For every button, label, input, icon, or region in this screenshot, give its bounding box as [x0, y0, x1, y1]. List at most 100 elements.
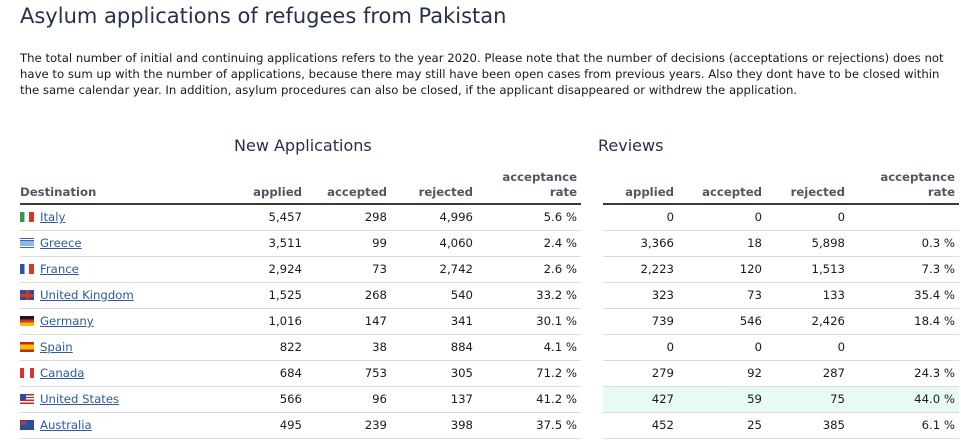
country-link[interactable]: United Kingdom — [40, 288, 134, 302]
spain-flag-icon — [20, 342, 34, 352]
reviews-applied-cell: 279 — [603, 360, 678, 387]
country-link[interactable]: France — [40, 262, 79, 276]
new-rate-cell: 5.6 % — [477, 204, 581, 231]
new-rejected-cell: 4,060 — [391, 230, 477, 257]
new-applied-cell: 2,924 — [216, 256, 306, 283]
reviews-rate-cell: 18.4 % — [849, 308, 959, 335]
table-row: Greece 3,511 99 4,060 2.4 % 3,366 18 5,8… — [20, 230, 959, 257]
new-rejected-cell: 398 — [391, 412, 477, 439]
new-accepted-cell: 298 — [306, 204, 391, 231]
reviews-rejected-cell: 5,898 — [766, 230, 849, 257]
table-row: Italy 5,457 298 4,996 5.6 % 0 0 0 — [20, 204, 959, 231]
reviews-acceptance-rate-header[interactable]: acceptance rate — [849, 170, 959, 205]
table-header-row: Destination applied accepted rejected ac… — [20, 170, 959, 205]
destination-cell: Italy — [20, 204, 216, 231]
united-states-flag-icon — [20, 394, 34, 404]
reviews-applied-cell: 323 — [603, 282, 678, 309]
new-acceptance-rate-header[interactable]: acceptance rate — [477, 170, 581, 205]
destination-header[interactable]: Destination — [20, 170, 216, 205]
reviews-applied-header[interactable]: applied — [603, 170, 678, 205]
new-rejected-cell: 305 — [391, 360, 477, 387]
reviews-applied-cell: 3,366 — [603, 230, 678, 257]
new-rate-cell: 2.4 % — [477, 230, 581, 257]
reviews-accepted-cell: 25 — [678, 412, 766, 439]
reviews-rejected-cell: 133 — [766, 282, 849, 309]
table-row: France 2,924 73 2,742 2.6 % 2,223 120 1,… — [20, 256, 959, 283]
table-row: Spain 822 38 884 4.1 % 0 0 0 — [20, 334, 959, 361]
reviews-accepted-cell: 0 — [678, 334, 766, 361]
new-applications-heading: New Applications — [234, 136, 372, 155]
country-link[interactable]: Spain — [40, 340, 73, 354]
reviews-accepted-header[interactable]: accepted — [678, 170, 766, 205]
new-applied-cell: 3,511 — [216, 230, 306, 257]
reviews-rejected-cell: 0 — [766, 334, 849, 361]
reviews-accepted-cell: 546 — [678, 308, 766, 335]
reviews-applied-cell: 427 — [603, 386, 678, 413]
country-link[interactable]: Australia — [40, 418, 92, 432]
france-flag-icon — [20, 264, 34, 274]
table-row-highlighted: United States 566 96 137 41.2 % 427 59 7… — [20, 386, 959, 413]
new-applied-cell: 495 — [216, 412, 306, 439]
reviews-applied-cell: 452 — [603, 412, 678, 439]
reviews-rejected-cell: 385 — [766, 412, 849, 439]
germany-flag-icon — [20, 316, 34, 326]
reviews-rate-cell: 24.3 % — [849, 360, 959, 387]
reviews-rate-cell: 0.3 % — [849, 230, 959, 257]
canada-flag-icon — [20, 368, 34, 378]
destination-cell: Australia — [20, 412, 216, 439]
new-accepted-header[interactable]: accepted — [306, 170, 391, 205]
new-rate-cell: 37.5 % — [477, 412, 581, 439]
destination-cell: Spain — [20, 334, 216, 361]
new-applied-cell: 822 — [216, 334, 306, 361]
new-rejected-cell: 4,996 — [391, 204, 477, 231]
new-accepted-cell: 753 — [306, 360, 391, 387]
table-row: United Kingdom 1,525 268 540 33.2 % 323 … — [20, 282, 959, 309]
new-rate-cell: 4.1 % — [477, 334, 581, 361]
new-accepted-cell: 268 — [306, 282, 391, 309]
reviews-rejected-cell: 75 — [766, 386, 849, 413]
reviews-accepted-cell: 18 — [678, 230, 766, 257]
new-rejected-cell: 2,742 — [391, 256, 477, 283]
new-rate-cell: 2.6 % — [477, 256, 581, 283]
reviews-applied-cell: 0 — [603, 204, 678, 231]
new-rejected-header[interactable]: rejected — [391, 170, 477, 205]
country-link[interactable]: Greece — [40, 236, 82, 250]
reviews-applied-cell: 739 — [603, 308, 678, 335]
new-rate-cell: 33.2 % — [477, 282, 581, 309]
country-link[interactable]: United States — [40, 392, 120, 406]
reviews-rejected-header[interactable]: rejected — [766, 170, 849, 205]
reviews-applied-cell: 0 — [603, 334, 678, 361]
country-link[interactable]: Canada — [40, 366, 85, 380]
country-link[interactable]: Germany — [40, 314, 94, 328]
reviews-rate-cell: 44.0 % — [849, 386, 959, 413]
new-accepted-cell: 73 — [306, 256, 391, 283]
reviews-rejected-cell: 0 — [766, 204, 849, 231]
reviews-rate-cell: 35.4 % — [849, 282, 959, 309]
new-applied-header[interactable]: applied — [216, 170, 306, 205]
united-kingdom-flag-icon — [20, 290, 34, 300]
reviews-rejected-cell: 287 — [766, 360, 849, 387]
greece-flag-icon — [20, 238, 34, 248]
reviews-rate-cell: 6.1 % — [849, 412, 959, 439]
new-accepted-cell: 147 — [306, 308, 391, 335]
reviews-accepted-cell: 0 — [678, 204, 766, 231]
new-rate-cell: 30.1 % — [477, 308, 581, 335]
new-accepted-cell: 239 — [306, 412, 391, 439]
intro-paragraph: The total number of initial and continui… — [20, 51, 944, 97]
australia-flag-icon — [20, 420, 34, 430]
reviews-heading: Reviews — [598, 136, 664, 155]
country-link[interactable]: Italy — [40, 210, 66, 225]
new-accepted-cell: 99 — [306, 230, 391, 257]
new-rate-cell: 71.2 % — [477, 360, 581, 387]
reviews-applied-cell: 2,223 — [603, 256, 678, 283]
reviews-accepted-cell: 92 — [678, 360, 766, 387]
reviews-rate-cell — [849, 334, 959, 361]
table-row: Australia 495 239 398 37.5 % 452 25 385 … — [20, 412, 959, 439]
italy-flag-icon — [20, 212, 34, 223]
new-rejected-cell: 137 — [391, 386, 477, 413]
destination-cell: France — [20, 256, 216, 283]
new-accepted-cell: 96 — [306, 386, 391, 413]
new-rejected-cell: 540 — [391, 282, 477, 309]
destination-cell: United States — [20, 386, 216, 413]
reviews-rejected-cell: 1,513 — [766, 256, 849, 283]
